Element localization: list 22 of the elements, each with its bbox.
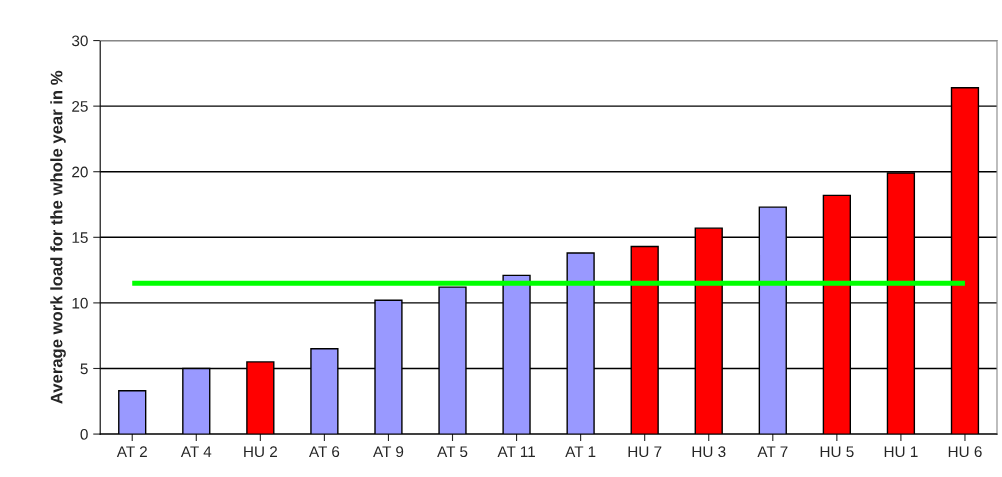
y-tick-label: 0 (80, 428, 88, 440)
x-tick-label: AT 9 (373, 446, 404, 458)
y-tick-label: 5 (80, 363, 88, 375)
x-tick-label: HU 3 (692, 446, 726, 458)
x-tick-label: AT 6 (308, 446, 340, 458)
x-tick-label: HU 7 (628, 446, 662, 458)
y-tick-label: 20 (72, 166, 88, 178)
x-tick-label: AT 2 (116, 446, 147, 457)
y-tick-label: 25 (72, 101, 88, 112)
y-tick-label: 15 (72, 232, 88, 243)
y-tick-label: 30 (71, 35, 88, 47)
x-tick-label: AT 5 (437, 446, 468, 458)
x-tick-label: AT 1 (565, 446, 596, 457)
y-tick-label: 10 (72, 297, 88, 309)
x-tick-label: AT 7 (757, 446, 788, 457)
x-tick-label: HU 2 (244, 446, 277, 458)
y-axis-title: Average work load for the whole year in % (50, 70, 66, 404)
x-tick-label: AT 11 (497, 446, 535, 457)
x-tick-label: HU 5 (820, 446, 854, 458)
x-tick-label: AT 4 (180, 446, 212, 457)
x-tick-label: HU 6 (948, 446, 982, 458)
x-tick-label: HU 1 (884, 446, 918, 458)
